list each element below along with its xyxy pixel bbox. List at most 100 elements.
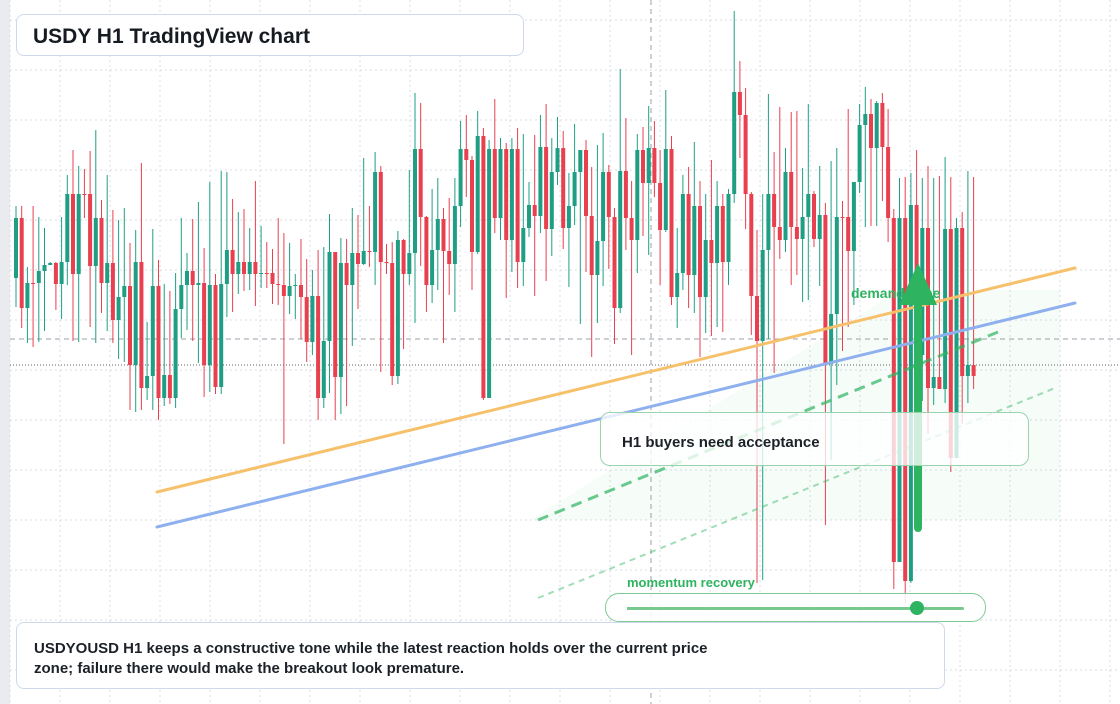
candle-body bbox=[652, 148, 657, 183]
candle-body bbox=[943, 229, 948, 389]
candle-body bbox=[703, 240, 708, 297]
candle-body bbox=[19, 218, 24, 308]
candle-body bbox=[509, 149, 514, 240]
candle-body bbox=[641, 150, 645, 183]
candle-body bbox=[789, 172, 794, 227]
candles bbox=[14, 11, 976, 604]
candle-body bbox=[418, 149, 423, 217]
candle-body bbox=[259, 273, 264, 274]
candle-body bbox=[435, 219, 440, 250]
candle-body bbox=[42, 265, 47, 271]
candle-body bbox=[544, 147, 549, 229]
callout-box: H1 buyers need acceptance bbox=[600, 412, 1029, 466]
candle-body bbox=[851, 182, 856, 251]
candle-body bbox=[36, 271, 41, 283]
candle-body bbox=[937, 377, 942, 389]
candle-body bbox=[162, 375, 167, 398]
candle-body bbox=[270, 273, 275, 284]
analysis-note: USDYOUSD H1 keeps a constructive tone wh… bbox=[34, 640, 708, 677]
candle-body bbox=[470, 160, 474, 252]
candle-body bbox=[213, 285, 218, 387]
candle-body bbox=[196, 283, 201, 285]
callout-text: H1 buyers need acceptance bbox=[622, 434, 820, 451]
candle-body bbox=[128, 286, 132, 365]
candle-body bbox=[310, 296, 315, 342]
candle-body bbox=[219, 284, 224, 387]
candle-body bbox=[532, 205, 537, 216]
candle-body bbox=[555, 148, 560, 172]
candle-body bbox=[686, 194, 691, 275]
candle-body bbox=[145, 376, 150, 388]
candle-body bbox=[863, 114, 868, 125]
candle-body bbox=[886, 147, 891, 218]
candle-body bbox=[840, 217, 845, 218]
candle-body bbox=[236, 262, 241, 274]
candle-body bbox=[276, 284, 281, 285]
candle-body bbox=[561, 148, 566, 228]
candle-body bbox=[772, 194, 777, 227]
candle-body bbox=[732, 92, 737, 194]
candle-body bbox=[179, 285, 184, 309]
candle-body bbox=[150, 286, 155, 376]
candle-body bbox=[869, 114, 873, 148]
candle-body bbox=[327, 252, 332, 341]
candle-body bbox=[447, 251, 452, 264]
candle-body bbox=[338, 263, 343, 377]
candle-body bbox=[356, 253, 360, 264]
candle-body bbox=[777, 227, 782, 240]
candle-body bbox=[492, 149, 497, 218]
chart-title: USDY H1 TradingView chart bbox=[33, 25, 310, 48]
candle-body bbox=[424, 217, 429, 285]
momentum-fill bbox=[627, 607, 917, 610]
candle-body bbox=[173, 309, 178, 398]
candle-body bbox=[601, 172, 606, 241]
candle-body bbox=[99, 218, 104, 283]
candle-body bbox=[110, 263, 115, 320]
candle-body bbox=[76, 194, 81, 274]
candle-body bbox=[59, 262, 64, 284]
candle-body bbox=[635, 150, 640, 240]
candle-body bbox=[487, 149, 492, 398]
candle-body bbox=[903, 218, 908, 581]
candle-body bbox=[230, 250, 235, 274]
candle-body bbox=[538, 147, 543, 216]
candle-body bbox=[93, 218, 98, 266]
candle-body bbox=[817, 215, 822, 239]
candle-body bbox=[253, 262, 258, 274]
candle-body bbox=[812, 194, 816, 239]
candle-body bbox=[595, 241, 600, 275]
momentum-track bbox=[627, 601, 964, 615]
candle-body bbox=[464, 149, 469, 160]
candle-body bbox=[954, 228, 959, 458]
candle-body bbox=[834, 217, 839, 314]
candle-body bbox=[618, 171, 623, 308]
candle-body bbox=[481, 136, 486, 398]
left-edge-strip bbox=[0, 0, 10, 704]
candle-body bbox=[794, 227, 799, 239]
candle-body bbox=[766, 194, 771, 250]
momentum-knob[interactable] bbox=[909, 601, 924, 615]
candle-body bbox=[304, 297, 309, 342]
candle-body bbox=[25, 283, 30, 308]
candle-body bbox=[281, 285, 286, 296]
candle-body bbox=[247, 262, 252, 274]
candle-body bbox=[623, 171, 628, 218]
candle-body bbox=[139, 262, 144, 388]
candle-body bbox=[698, 206, 702, 297]
candle-body bbox=[458, 149, 463, 206]
candle-body bbox=[692, 206, 697, 275]
chart-title-box: USDY H1 TradingView chart bbox=[16, 14, 524, 56]
candle-body bbox=[390, 263, 395, 376]
candle-body bbox=[65, 194, 70, 262]
candle-body bbox=[965, 365, 970, 376]
candle-body bbox=[948, 229, 953, 458]
candle-body bbox=[749, 194, 754, 296]
candle-body bbox=[874, 103, 879, 148]
candle-body bbox=[760, 250, 765, 341]
candle-body bbox=[367, 251, 372, 252]
candle-body bbox=[783, 172, 788, 240]
candle-body bbox=[395, 240, 400, 376]
candle-body bbox=[407, 253, 412, 274]
candle-body bbox=[566, 206, 571, 228]
candle-body bbox=[430, 250, 435, 285]
